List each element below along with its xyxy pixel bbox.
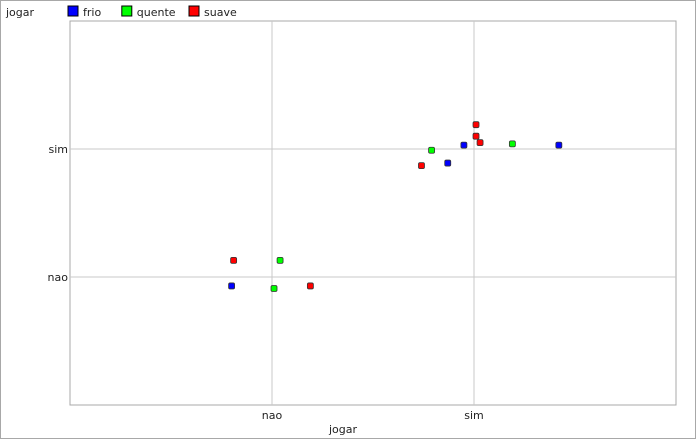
x-tick-label: nao — [262, 409, 283, 422]
y-tick-label: nao — [48, 271, 69, 284]
legend-label-frio: frio — [83, 6, 101, 19]
legend-swatch-quente — [121, 5, 133, 17]
point-quente — [428, 146, 435, 154]
legend-swatch-suave — [188, 5, 200, 17]
plot-area — [69, 20, 677, 406]
point-quente — [508, 140, 516, 148]
legend: frio quente suave — [67, 5, 237, 19]
legend-swatch-frio — [67, 5, 79, 17]
point-frio — [444, 159, 452, 167]
point-suave — [476, 139, 484, 147]
legend-label-suave: suave — [204, 6, 237, 19]
x-axis-title: jogar — [328, 423, 358, 436]
data-points — [228, 121, 563, 292]
x-tick-label: sim — [464, 409, 484, 422]
point-quente — [276, 256, 284, 264]
point-quente — [270, 285, 278, 292]
y-tick-label: sim — [48, 143, 68, 156]
point-suave — [472, 121, 480, 129]
y-axis-title: jogar — [5, 6, 35, 19]
point-frio — [555, 141, 563, 149]
tick-labels: nao sim nao sim — [48, 143, 484, 422]
point-suave — [306, 282, 314, 290]
point-suave — [230, 256, 238, 264]
grid-lines — [70, 21, 676, 405]
point-frio — [228, 282, 236, 290]
point-frio — [460, 141, 468, 149]
point-suave — [418, 162, 425, 170]
point-suave — [472, 132, 480, 140]
legend-label-quente: quente — [137, 6, 176, 19]
